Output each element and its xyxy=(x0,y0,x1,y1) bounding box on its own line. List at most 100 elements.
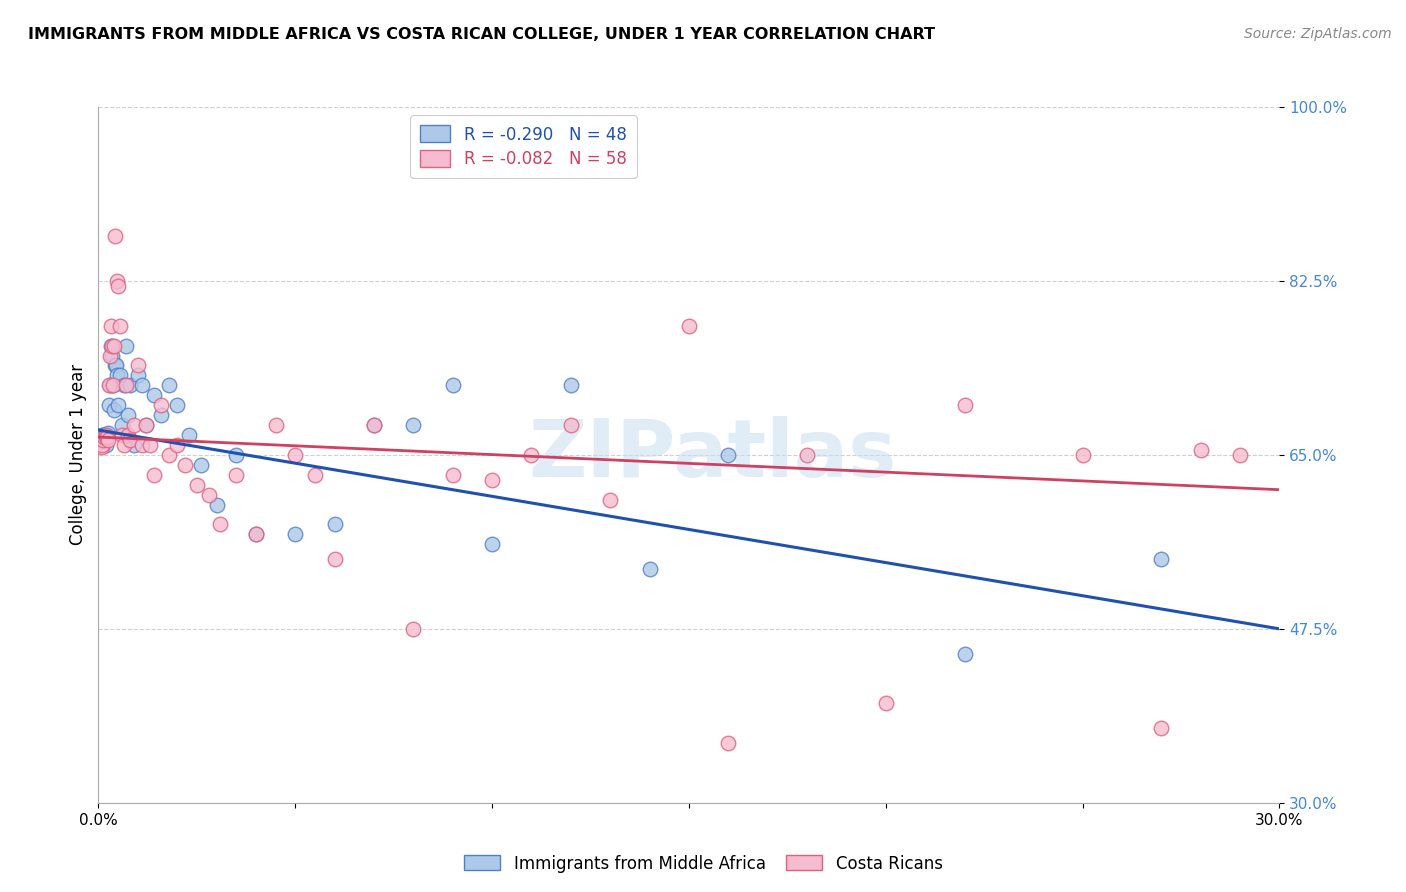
Point xyxy=(98,378,121,392)
Point xyxy=(98,398,121,412)
Point xyxy=(118,433,141,447)
Text: IMMIGRANTS FROM MIDDLE AFRICA VS COSTA RICAN COLLEGE, UNDER 1 YEAR CORRELATION C: IMMIGRANTS FROM MIDDLE AFRICA VS COSTA R… xyxy=(28,27,935,42)
Point xyxy=(115,378,138,392)
Legend: R = -0.290   N = 48, R = -0.082   N = 58: R = -0.290 N = 48, R = -0.082 N = 58 xyxy=(411,115,637,178)
Point xyxy=(875,697,897,711)
Point xyxy=(186,477,208,491)
Point xyxy=(796,448,818,462)
Point xyxy=(100,318,122,333)
Point xyxy=(122,418,145,433)
Point xyxy=(142,467,165,482)
Point xyxy=(225,448,247,462)
Point xyxy=(1150,552,1173,566)
Point xyxy=(112,438,135,452)
Point xyxy=(118,378,141,392)
Point xyxy=(103,338,125,352)
Point xyxy=(441,378,464,392)
Point xyxy=(93,430,115,444)
Point xyxy=(150,408,173,422)
Point xyxy=(560,378,582,392)
Text: ZIPatlas: ZIPatlas xyxy=(529,416,897,494)
Point xyxy=(1071,448,1094,462)
Point xyxy=(520,448,543,462)
Point xyxy=(101,338,124,352)
Point xyxy=(284,448,307,462)
Point xyxy=(91,428,114,442)
Point xyxy=(96,430,118,444)
Point xyxy=(1150,721,1173,735)
Point xyxy=(157,378,180,392)
Point xyxy=(150,398,173,412)
Point xyxy=(91,433,114,447)
Point xyxy=(98,349,121,363)
Point xyxy=(717,448,740,462)
Point xyxy=(205,498,228,512)
Point xyxy=(127,359,149,373)
Point xyxy=(197,488,219,502)
Point xyxy=(117,428,139,442)
Point xyxy=(953,398,976,412)
Point xyxy=(103,403,125,417)
Point xyxy=(402,418,425,433)
Point xyxy=(166,438,188,452)
Point xyxy=(1189,442,1212,457)
Point xyxy=(127,368,149,383)
Point xyxy=(108,368,131,383)
Point xyxy=(108,318,131,333)
Point xyxy=(174,458,197,472)
Point xyxy=(103,378,125,392)
Point xyxy=(101,349,124,363)
Text: Source: ZipAtlas.com: Source: ZipAtlas.com xyxy=(1244,27,1392,41)
Point xyxy=(107,398,129,412)
Point xyxy=(96,428,118,442)
Point xyxy=(142,388,165,402)
Point xyxy=(177,428,200,442)
Point xyxy=(190,458,212,472)
Y-axis label: College, Under 1 year: College, Under 1 year xyxy=(69,364,87,546)
Point xyxy=(91,438,114,452)
Point xyxy=(441,467,464,482)
Point xyxy=(678,318,700,333)
Point xyxy=(111,418,134,433)
Point xyxy=(1229,448,1251,462)
Point xyxy=(717,736,740,750)
Point xyxy=(157,448,180,462)
Point xyxy=(138,438,160,452)
Point xyxy=(599,492,621,507)
Point xyxy=(131,378,153,392)
Point xyxy=(135,418,157,433)
Point xyxy=(90,440,112,454)
Point xyxy=(953,647,976,661)
Point xyxy=(111,428,134,442)
Point xyxy=(363,418,385,433)
Point xyxy=(481,473,503,487)
Point xyxy=(91,433,114,447)
Point xyxy=(225,467,247,482)
Point xyxy=(100,338,122,352)
Legend: Immigrants from Middle Africa, Costa Ricans: Immigrants from Middle Africa, Costa Ric… xyxy=(457,848,949,880)
Point xyxy=(135,418,157,433)
Point xyxy=(97,425,120,440)
Point xyxy=(264,418,287,433)
Point xyxy=(105,274,128,288)
Point xyxy=(481,537,503,551)
Point xyxy=(104,229,127,244)
Point xyxy=(245,527,267,541)
Point xyxy=(166,398,188,412)
Point xyxy=(93,430,115,444)
Point xyxy=(560,418,582,433)
Point xyxy=(107,279,129,293)
Point xyxy=(638,562,661,576)
Point xyxy=(97,433,120,447)
Point xyxy=(117,408,139,422)
Point xyxy=(122,438,145,452)
Point xyxy=(131,438,153,452)
Point xyxy=(323,552,346,566)
Point xyxy=(96,430,118,444)
Point xyxy=(402,622,425,636)
Point xyxy=(104,359,127,373)
Point xyxy=(323,517,346,532)
Point xyxy=(90,428,112,442)
Point xyxy=(105,368,128,383)
Point xyxy=(98,378,121,392)
